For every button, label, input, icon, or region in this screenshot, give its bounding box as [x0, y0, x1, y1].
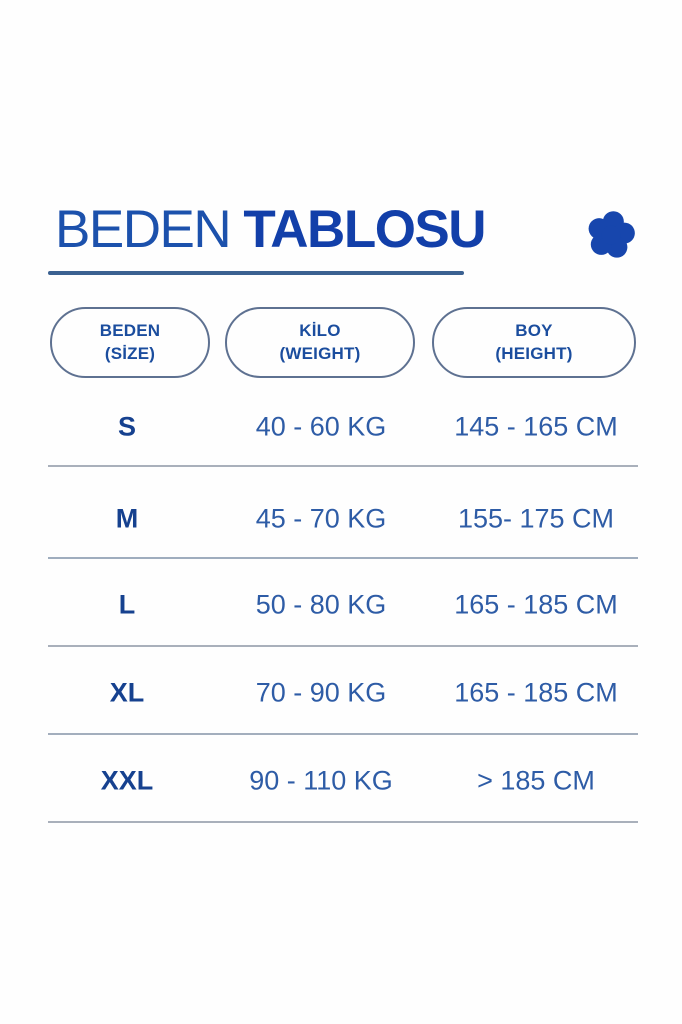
- size-label: M: [115, 503, 139, 534]
- height-range: 155- 175 CM: [457, 503, 615, 534]
- row-divider: [48, 557, 638, 559]
- column-header-weight: KİLO (WEIGHT): [225, 307, 415, 378]
- column-header-size-line2: (SİZE): [104, 343, 156, 363]
- row-divider: [48, 821, 638, 823]
- row-divider: [48, 645, 638, 647]
- row-divider: [48, 465, 638, 467]
- column-header-height: BOY (HEIGHT): [432, 307, 636, 378]
- page-title-regular-part: BEDEN: [55, 200, 232, 259]
- column-header-size: BEDEN (SİZE): [50, 307, 210, 378]
- size-label: XXL: [100, 765, 154, 796]
- height-range: > 185 CM: [477, 765, 595, 796]
- weight-range: 45 - 70 KG: [255, 503, 387, 534]
- weight-range: 70 - 90 KG: [255, 677, 387, 708]
- column-header-height-line2: (HEIGHT): [495, 343, 573, 363]
- size-label: L: [118, 589, 136, 620]
- weight-range: 50 - 80 KG: [255, 589, 387, 620]
- height-range: 145 - 165 CM: [454, 411, 618, 442]
- size-label: XL: [109, 677, 145, 708]
- weight-range: 90 - 110 KG: [249, 765, 393, 796]
- size-label: S: [117, 411, 137, 442]
- page-title-bold-part: TABLOSU: [243, 200, 486, 259]
- flower-icon: [588, 211, 635, 258]
- title-underline: [48, 271, 464, 275]
- height-range: 165 - 185 CM: [454, 677, 618, 708]
- column-header-weight-line1: KİLO: [299, 321, 341, 341]
- height-range: 165 - 185 CM: [454, 589, 618, 620]
- page-title-space: [230, 200, 243, 259]
- weight-range: 40 - 60 KG: [255, 411, 387, 442]
- column-header-weight-line2: (WEIGHT): [279, 343, 361, 363]
- column-header-height-line1: BOY: [515, 321, 553, 341]
- row-divider: [48, 733, 638, 735]
- column-header-size-line1: BEDEN: [99, 321, 161, 341]
- page-title: BEDEN TABLOSU: [55, 200, 487, 259]
